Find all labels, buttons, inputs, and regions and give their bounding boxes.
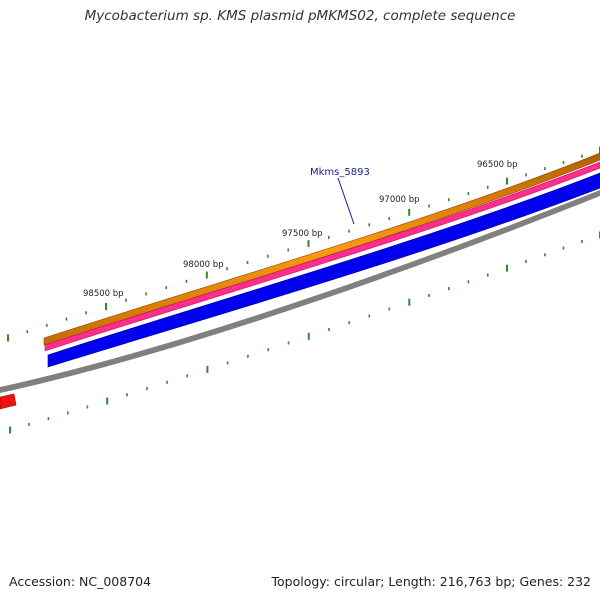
- topology-stats-text: Topology: circular; Length: 216,763 bp; …: [271, 574, 592, 589]
- orange-feature-track[interactable]: [43, 152, 600, 346]
- red-feature-block[interactable]: [0, 393, 17, 410]
- gene-label-mkms-5893[interactable]: Mkms_5893: [310, 167, 370, 178]
- ruler-label-98000: 98000 bp: [183, 260, 224, 270]
- ruler-label-97000: 97000 bp: [379, 195, 420, 205]
- inner-ruler-ticks: [9, 231, 600, 434]
- blue-feature-track[interactable]: [47, 172, 600, 368]
- ruler-label-97500: 97500 bp: [282, 229, 323, 239]
- accession-text: Accession: NC_008704: [9, 574, 152, 589]
- pink-feature-track[interactable]: [44, 161, 600, 352]
- outer-ruler-ticks: [7, 146, 600, 342]
- map-title: Mycobacterium sp. KMS plasmid pMKMS02, c…: [84, 8, 516, 24]
- gene-label-leader: [337, 177, 355, 225]
- ruler-label-96500: 96500 bp: [477, 160, 518, 170]
- ruler-label-98500: 98500 bp: [83, 289, 124, 299]
